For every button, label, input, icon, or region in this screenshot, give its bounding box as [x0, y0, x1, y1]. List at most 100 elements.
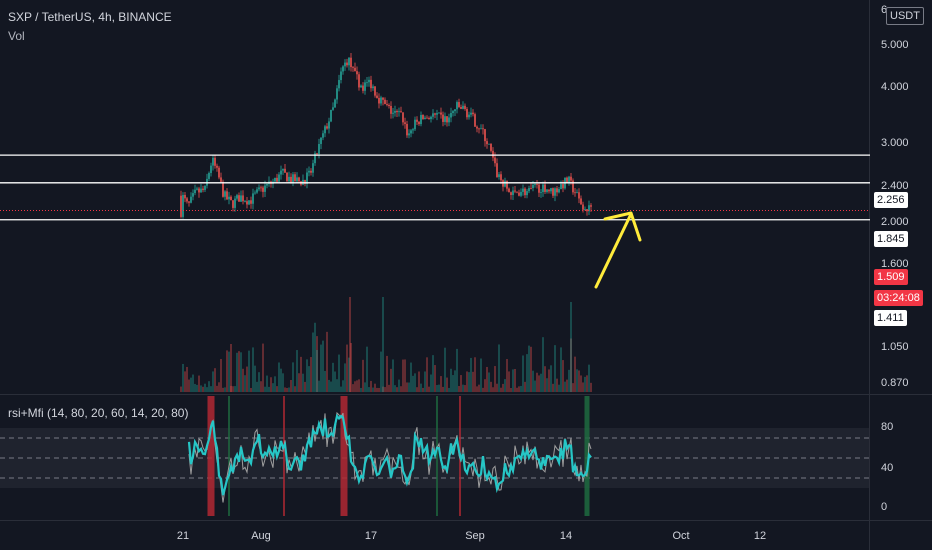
candle-body: [398, 111, 400, 113]
candle-body: [318, 143, 320, 155]
volume-bar: [348, 357, 350, 392]
volume-bar: [578, 370, 580, 392]
candle-body: [440, 112, 442, 115]
volume-bar: [424, 371, 426, 392]
volume-bar: [230, 344, 232, 392]
volume-bar: [514, 369, 516, 392]
candle-body: [380, 97, 382, 104]
volume-bar: [458, 386, 460, 392]
volume-bar: [284, 387, 286, 392]
candle-body: [578, 192, 580, 199]
candle-body: [510, 192, 512, 195]
volume-bar: [246, 366, 248, 392]
candle-body: [506, 180, 508, 189]
volume-bar: [554, 345, 556, 392]
candle-body: [332, 107, 334, 110]
candle-body: [346, 62, 348, 66]
volume-bar: [468, 372, 470, 392]
volume-bar: [264, 386, 266, 392]
volume-bar: [438, 384, 440, 392]
volume-bar: [406, 382, 408, 392]
candle-body: [236, 195, 238, 199]
candle-body: [196, 188, 198, 190]
candle-body: [386, 104, 388, 105]
volume-bar: [208, 381, 210, 392]
volume-bar: [350, 342, 352, 392]
candle-body: [290, 176, 292, 183]
volume-bar: [286, 387, 288, 392]
candle-body: [416, 119, 418, 122]
volume-bar: [290, 379, 292, 392]
signal-highlight: [584, 396, 590, 516]
candle-body: [324, 126, 326, 134]
candle-body: [388, 104, 390, 106]
candle-body: [342, 66, 344, 72]
volume-bar: [218, 382, 220, 392]
candle-body: [190, 196, 192, 203]
candle-body: [428, 118, 430, 120]
candle-body: [562, 184, 564, 189]
time-label-14: 14: [559, 530, 573, 542]
price-label-0870: 0.870: [881, 377, 909, 389]
volume-bar: [234, 386, 236, 392]
candle-body: [376, 95, 378, 98]
volume-bar: [534, 380, 536, 392]
volume-bar: [352, 384, 354, 392]
candle-body: [538, 184, 540, 193]
currency-button[interactable]: USDT: [886, 7, 924, 25]
volume-bar: [282, 373, 284, 392]
symbol-title[interactable]: SXP / TetherUS, 4h, BINANCE: [8, 10, 172, 24]
candle-body: [422, 114, 424, 120]
volume-bar: [492, 387, 494, 392]
candle-body: [186, 198, 188, 202]
volume-bar: [192, 374, 194, 392]
candle-body: [528, 188, 530, 192]
volume-bar: [570, 338, 572, 392]
volume-bar: [462, 384, 464, 392]
volume-bar: [336, 379, 338, 392]
volume-bar: [302, 373, 304, 392]
candle-body: [450, 113, 452, 118]
candle-body: [466, 108, 468, 118]
volume-bar: [410, 362, 412, 392]
candle-body: [258, 187, 260, 190]
volume-bar: [394, 385, 396, 392]
candle-body: [442, 114, 444, 122]
volume-bar: [482, 387, 484, 392]
volume-bar: [276, 386, 278, 392]
volume-bar: [314, 322, 316, 392]
candle-body: [266, 184, 268, 186]
volume-bar: [546, 378, 548, 392]
candle-body: [476, 126, 478, 129]
candle-body: [548, 189, 550, 192]
candle-body: [484, 129, 486, 142]
volume-bar: [562, 360, 564, 392]
candle-body: [292, 174, 294, 183]
candle-body: [256, 189, 258, 193]
volume-bar: [498, 344, 500, 392]
volume-bar: [484, 379, 486, 392]
candle-body: [194, 189, 196, 194]
candle-body: [536, 184, 538, 185]
volume-bar: [574, 356, 576, 392]
candle-body: [570, 176, 572, 181]
volume-bar: [490, 381, 492, 392]
volume-bar: [504, 379, 506, 392]
candle-body: [352, 67, 354, 68]
candle-body: [226, 191, 228, 200]
time-label-oct: Oct: [672, 530, 690, 542]
candle-body: [572, 180, 574, 193]
volume-bar: [442, 386, 444, 392]
volume-bar: [544, 366, 546, 392]
indicator-label[interactable]: rsi+Mfi (14, 80, 20, 60, 14, 20, 80): [8, 406, 189, 420]
candle-body: [284, 168, 286, 173]
candle-body: [452, 111, 454, 114]
volume-bar: [312, 332, 314, 392]
candle-body: [288, 176, 290, 182]
candle-body: [180, 195, 182, 217]
price-label-4000: 4.000: [881, 81, 909, 93]
candle-body: [582, 204, 584, 210]
candle-body: [438, 112, 440, 114]
volume-bar: [536, 372, 538, 392]
